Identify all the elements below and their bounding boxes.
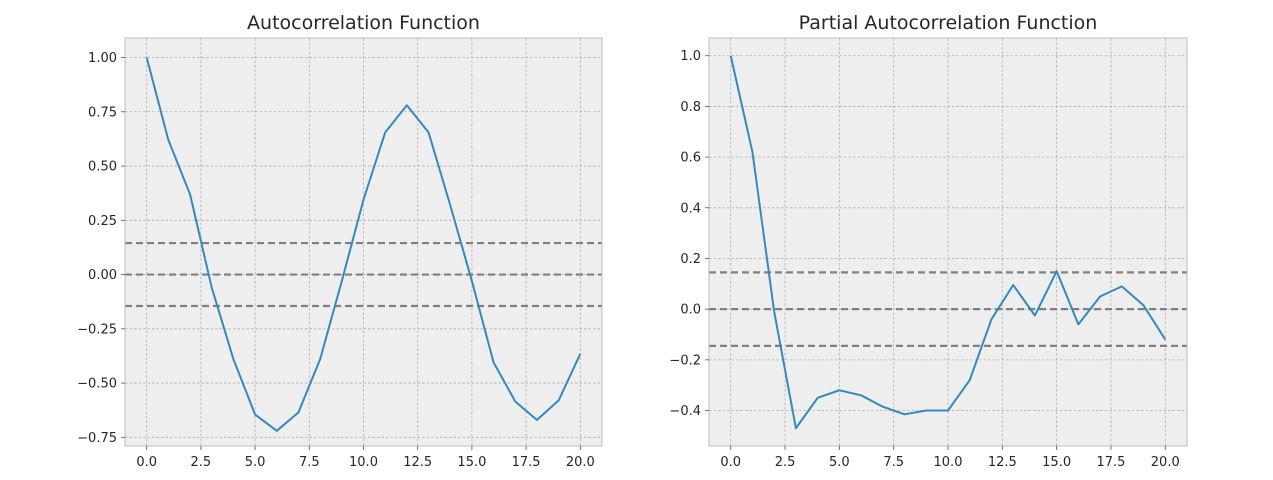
acf-chart: Autocorrelation Function 0.0 2.5 5.0 7.5 10.… (77, 12, 603, 470)
x-tick-label: 12.5 (988, 455, 1017, 470)
x-tick-label: 15.0 (1042, 455, 1071, 470)
series-line (729, 55, 1167, 430)
y-tick-label: 0.4 (680, 201, 701, 216)
y-tick-label: −0.4 (669, 404, 701, 419)
y-tick-label: 1.00 (88, 51, 117, 66)
series-line (145, 57, 582, 432)
y-tick-label: 1.0 (680, 49, 701, 64)
x-tick-label: 7.5 (299, 455, 320, 470)
y-tick-label: −0.50 (77, 377, 117, 392)
x-tick-label: 15.0 (457, 455, 486, 470)
x-tick-label: 0.0 (136, 455, 157, 470)
x-tick-label: 20.0 (1151, 455, 1180, 470)
x-tick-label: 5.0 (829, 455, 850, 470)
x-tick-label: 2.5 (191, 455, 212, 470)
y-tick-label: 0.75 (88, 105, 117, 120)
y-tick-label: 0.2 (680, 252, 701, 267)
x-tick-label: 17.5 (512, 455, 541, 470)
x-tick-label: 17.5 (1096, 455, 1125, 470)
pacf-chart: Partial Autocorrelation Function 0.0 2.5 5… (669, 12, 1188, 470)
x-tick-label: 7.5 (883, 455, 904, 470)
y-tick-label: 0.0 (680, 303, 701, 318)
y-tick-label: 0.25 (88, 214, 117, 229)
x-tick-label: 0.0 (720, 455, 741, 470)
x-tick-label: 10.0 (349, 455, 378, 470)
x-tick-label: 10.0 (934, 455, 963, 470)
x-tick-label: 5.0 (245, 455, 266, 470)
chart-title: Autocorrelation Function (247, 12, 480, 34)
x-tick-label: 20.0 (566, 455, 595, 470)
x-tick-label: 12.5 (403, 455, 432, 470)
y-tick-label: 0.8 (680, 100, 701, 115)
y-tick-label: −0.2 (669, 353, 701, 368)
y-tick-label: 0.6 (680, 151, 701, 166)
chart-title: Partial Autocorrelation Function (799, 12, 1098, 34)
x-tick-label: 2.5 (775, 455, 796, 470)
y-tick-label: 0.00 (88, 268, 117, 283)
y-tick-label: −0.25 (77, 322, 117, 337)
y-tick-label: −0.75 (77, 431, 117, 446)
y-tick-label: 0.50 (88, 160, 117, 175)
